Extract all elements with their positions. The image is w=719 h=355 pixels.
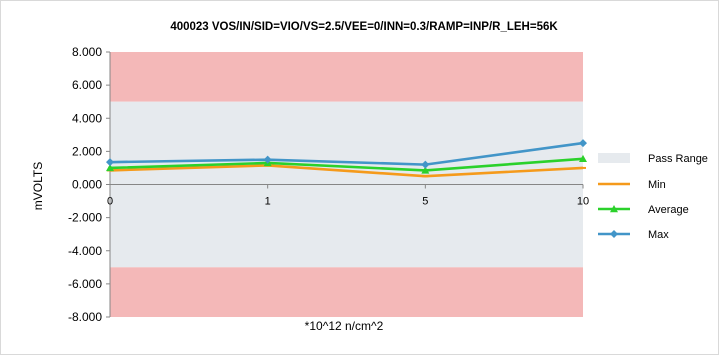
legend-marker-average [610, 205, 618, 213]
series-average [106, 154, 587, 174]
data-point-min [580, 166, 586, 169]
chart-title: 400023 VOS/IN/SID=VIO/VS=2.5/VEE=0/INN=0… [170, 21, 558, 33]
x-tick-label: 1 [265, 196, 271, 208]
series-max [106, 139, 587, 169]
legend-marker-max [610, 230, 618, 238]
legend-label-max: Max [648, 229, 669, 241]
y-tick-label: 0.000 [72, 178, 102, 192]
series-lines [106, 139, 587, 178]
y-tick-label: 8.000 [72, 45, 102, 59]
x-tick-label: 10 [577, 196, 589, 208]
x-tick-label: 0 [107, 196, 113, 208]
y-tick-label: -8.000 [68, 310, 102, 324]
y-tick-label: 2.000 [72, 144, 102, 158]
legend-swatch-pass-range [598, 153, 630, 163]
data-point-max [421, 160, 430, 169]
y-tick-labels: 8.000 6.000 4.000 2.000 0.000 -2.000 -4.000 -6.… [68, 45, 102, 324]
series-line-min [109, 164, 584, 178]
axes [106, 51, 584, 318]
data-point-average [579, 154, 587, 163]
y-tick-label: -4.000 [68, 244, 102, 258]
x-axis-label: *10^12 n/cm^2 [305, 319, 384, 333]
x-tick-label: 5 [422, 196, 428, 208]
y-tick-label: -6.000 [68, 277, 102, 291]
legend-label-min: Min [648, 179, 666, 191]
legend-marker-min [611, 183, 617, 185]
data-point-average [421, 166, 430, 174]
data-point-max [263, 155, 272, 164]
data-point-max [579, 139, 587, 148]
data-point-max [106, 158, 114, 167]
fail-band-upper [110, 52, 583, 102]
fail-band-lower [110, 267, 583, 317]
x-tick-labels: 0 1 5 10 [107, 196, 589, 208]
y-tick-label: -2.000 [68, 211, 102, 225]
legend: Pass Range Min Average Max [598, 153, 708, 241]
data-point-average [106, 163, 114, 172]
series-line-max [109, 141, 584, 166]
data-point-min [422, 175, 429, 178]
series-line-average [109, 157, 584, 172]
y-tick-label: 6.000 [72, 78, 102, 92]
legend-label-pass-range: Pass Range [648, 153, 708, 165]
y-tick-label: 4.000 [72, 111, 102, 125]
legend-label-average: Average [648, 204, 689, 216]
y-axis-label: mVOLTS [31, 162, 45, 210]
